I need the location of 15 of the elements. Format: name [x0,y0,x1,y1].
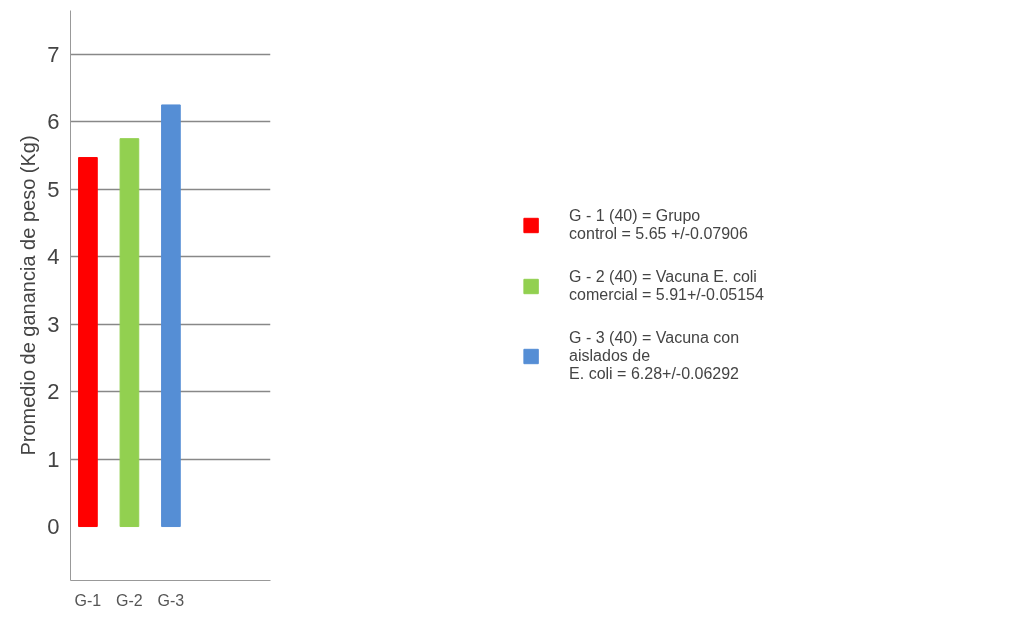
x-tick-label: G-1 [74,591,102,609]
legend-label: G - 1 (40) = Grupo control = 5.65 +/-0.07906 [569,207,748,243]
x-tick-label: G-3 [157,591,185,609]
y-tick-label: 4 [47,244,60,270]
legend-label: G - 3 (40) = Vacuna con aislados de E. coli = 6.28+/-0.06292 [569,329,740,383]
y-tick-label: 6 [47,109,60,135]
x-tick-label: G-2 [116,591,143,609]
y-tick-label: 3 [47,311,60,337]
y-tick-label: 0 [47,514,60,540]
legend-label: G - 2 (40) = Vacuna E. coli comercial = 5.91+/-0.05154 [569,268,764,304]
y-tick-label: 2 [47,379,60,405]
y-tick-label: 1 [47,446,60,472]
y-axis-title: Promedio de ganancia de peso (Kg) [17,135,40,456]
y-tick-label: 7 [47,41,60,67]
y-tick-label: 5 [47,176,60,202]
